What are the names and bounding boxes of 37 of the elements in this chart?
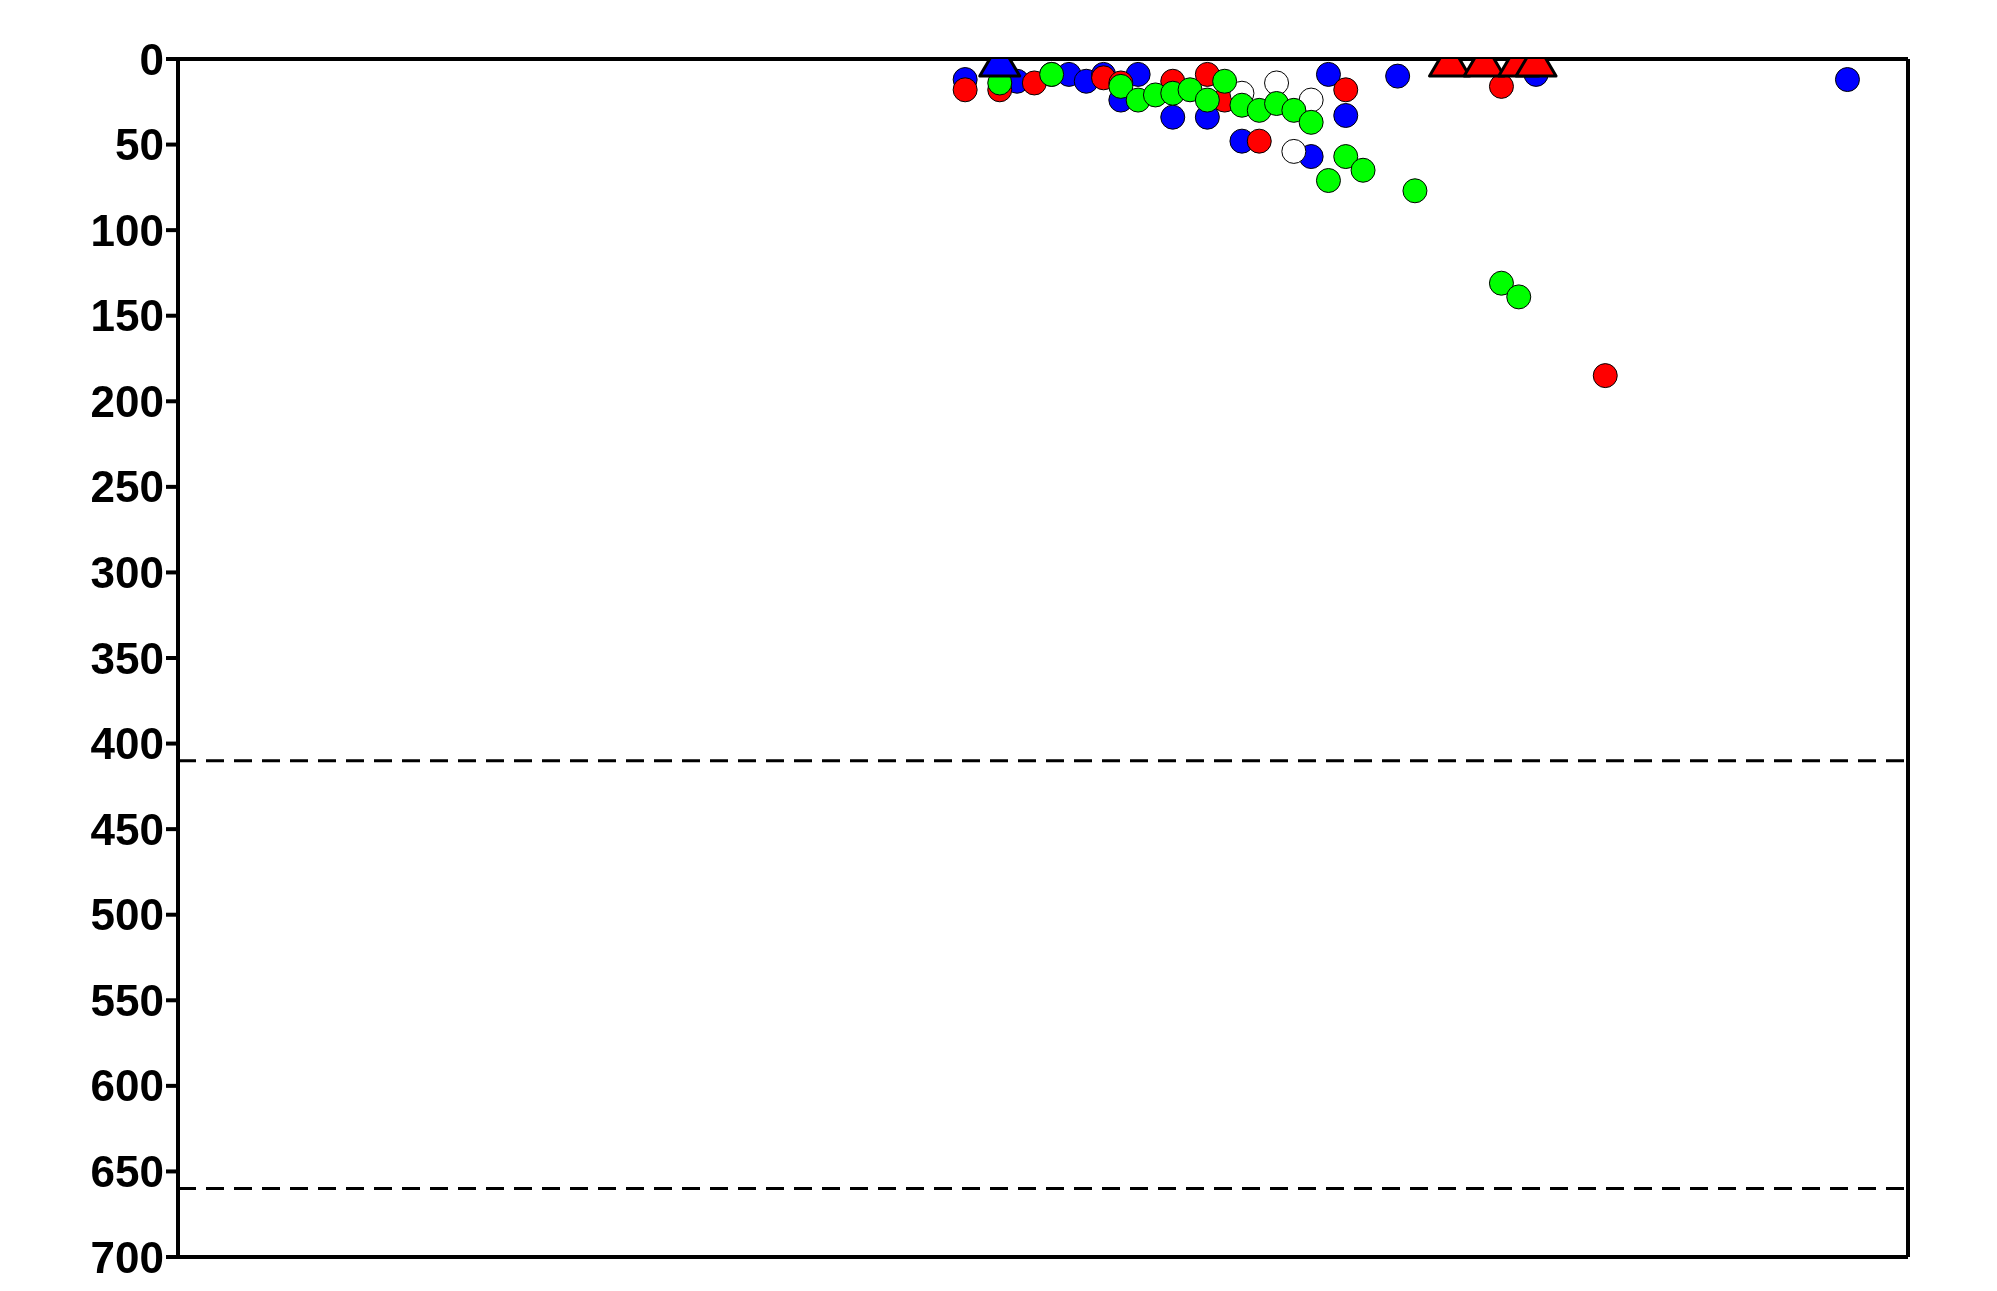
point — [1506, 284, 1532, 310]
point — [1160, 104, 1186, 130]
y-tick-label: 500 — [90, 890, 164, 940]
y-tick-label: 250 — [90, 462, 164, 512]
point — [1333, 77, 1359, 103]
point — [1212, 68, 1238, 94]
y-tick-label: 650 — [90, 1147, 164, 1197]
y-tick-label: 700 — [90, 1232, 164, 1282]
y-tick-label: 200 — [90, 376, 164, 426]
point — [1298, 109, 1324, 135]
point — [1592, 363, 1618, 389]
point — [1834, 67, 1860, 93]
point — [1264, 70, 1290, 96]
point — [1402, 178, 1428, 204]
point — [1333, 144, 1359, 170]
point — [1281, 138, 1307, 164]
y-tick-label: 300 — [90, 548, 164, 598]
point — [1194, 87, 1220, 113]
y-tick-label: 150 — [90, 291, 164, 341]
y-tick-label: 600 — [90, 1061, 164, 1111]
point — [1315, 168, 1341, 194]
y-tick-label: 0 — [139, 34, 164, 84]
point — [1333, 102, 1359, 128]
y-tick-label: 550 — [90, 975, 164, 1025]
point — [1488, 270, 1514, 296]
point — [1177, 77, 1203, 103]
point — [1350, 157, 1376, 183]
point — [1315, 61, 1341, 87]
y-tick-label: 450 — [90, 804, 164, 854]
point — [1385, 63, 1411, 89]
y-tick-label: 400 — [90, 719, 164, 769]
point — [1246, 128, 1272, 154]
point — [952, 77, 978, 103]
y-tick-label: 350 — [90, 633, 164, 683]
point — [1281, 97, 1307, 123]
y-tick-label: 50 — [115, 120, 164, 170]
y-tick-label: 100 — [90, 205, 164, 255]
